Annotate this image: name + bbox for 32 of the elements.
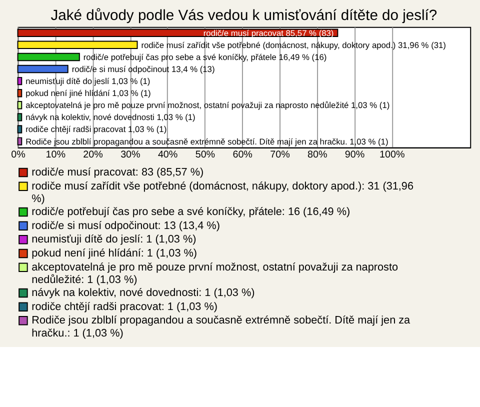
x-tick-label: 40% <box>158 150 178 161</box>
data-label: rodič/e si musí odpočinout 13,4 % (13) <box>72 64 215 74</box>
legend-label: rodič/e si musí odpočinout: 13 (13,4 %) <box>32 220 220 232</box>
legend-label: neumisťuji dítě do jeslí: 1 (1,03 %) <box>32 234 196 246</box>
chart-title: Jaké důvody podle Vás vedou k umisťování dítěte do jeslí? <box>50 8 438 24</box>
legend-label: rodiče musí zařídit vše potřebné (domácnost, nákupy, doktory apod.): 31 (31,96 %) <box>32 180 414 206</box>
data-label: návyk na kolektiv, nové dovednosti 1,03 % (1) <box>26 112 196 122</box>
x-tick-label: 0% <box>11 150 26 161</box>
data-label: neumisťuji dítě do jeslí 1,03 % (1) <box>26 76 150 86</box>
legend-label: rodič/e musí pracovat: 83 (85,57 %) <box>32 166 204 178</box>
x-tick-label: 30% <box>120 150 141 161</box>
x-tick-label: 60% <box>232 150 253 161</box>
data-label: rodiče chtějí radši pracovat 1,03 % (1) <box>26 124 167 134</box>
legend-label: pokud není jiné hlídání: 1 (1,03 %) <box>32 247 198 260</box>
x-tick-label: 10% <box>46 150 66 161</box>
legend-label: rodič/e potřebují čas pro sebe a své koníčky, přátele: 16 (16,49 %) <box>32 206 350 218</box>
data-label: rodič/e potřebují čas pro sebe a své koníčky, přátele 16,49 % (16) <box>83 52 327 62</box>
x-tick-label: 100% <box>380 150 405 161</box>
data-label: pokud není jiné hlídání 1,03 % (1) <box>26 88 152 98</box>
x-tick-label: 70% <box>270 150 290 161</box>
legend-label: rodiče chtějí radši pracovat: 1 (1,03 %) <box>32 300 218 313</box>
data-label: Rodiče jsou zblblí propagandou a současně extrémně sobečtí. Dítě mají jen za hračku. 1,03 % (1) <box>26 136 388 146</box>
data-label: rodiče musí zařídit vše potřebné (domácnost, nákupy, doktory apod.) 31,96 % (31) <box>141 40 446 50</box>
legend-label: návyk na kolektiv, nové dovednosti: 1 (1,03 %) <box>32 286 255 299</box>
x-tick-label: 50% <box>195 150 216 161</box>
x-tick-label: 90% <box>344 150 365 161</box>
data-label: akceptovatelná je pro mě pouze první možnost, ostatní považuji za naprosto nedůležité 1,03 % (1) <box>26 100 390 110</box>
data-label: rodič/e musí pracovat 85,57 % (83) <box>203 28 334 38</box>
legend-label: akceptovatelná je pro mě pouze první možnost, ostatní považuji za naprosto nedůležité: 1 (1,03 %) <box>32 261 398 286</box>
x-tick-label: 20% <box>83 150 104 161</box>
x-tick-label: 80% <box>307 150 328 161</box>
legend-label: Rodiče jsou zblblí propagandou a současně extrémně sobečtí. Dítě mají jen za hračku.: 1 (1,03 %) <box>32 314 412 340</box>
